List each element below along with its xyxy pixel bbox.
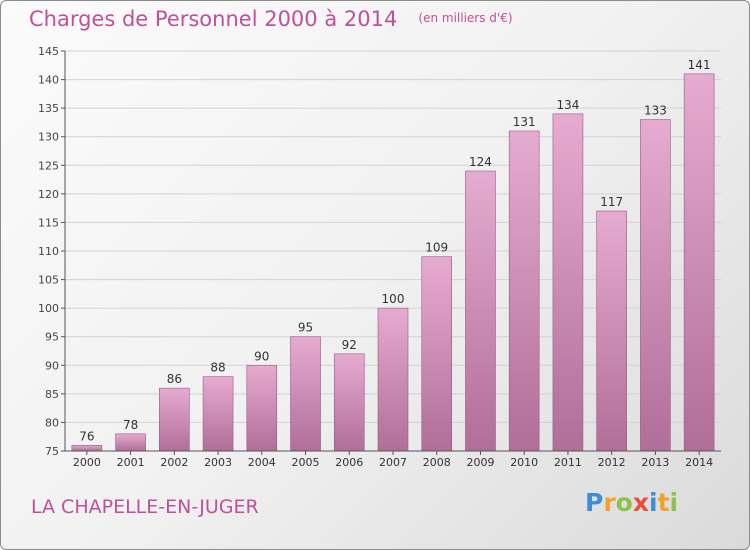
bar-value-label: 109 <box>425 241 448 255</box>
x-tick-label: 2014 <box>685 456 713 469</box>
x-tick-label: 2007 <box>379 456 407 469</box>
x-tick-label: 2006 <box>335 456 363 469</box>
y-tick-label: 130 <box>38 131 59 144</box>
y-tick-label: 120 <box>38 188 59 201</box>
y-tick-label: 125 <box>38 159 59 172</box>
bar-value-label: 88 <box>210 361 225 375</box>
bar <box>202 376 234 452</box>
logo-letter: i <box>649 488 658 517</box>
bar <box>71 444 103 452</box>
bar <box>115 433 146 452</box>
y-axis-ticks: 75 80 85 90 95 100 105 110 115 120 125 130 135 140 145 <box>38 45 65 458</box>
bar-value-label: 100 <box>382 292 405 306</box>
x-tick-label: 2010 <box>510 456 538 469</box>
bar <box>552 113 584 452</box>
y-tick-label: 115 <box>38 216 59 229</box>
x-tick-label: 2001 <box>117 456 145 469</box>
bar <box>246 364 278 452</box>
y-tick-label: 95 <box>45 331 59 344</box>
logo-letter: P <box>585 488 604 517</box>
y-tick-label: 90 <box>45 359 59 372</box>
y-tick-label: 100 <box>38 302 59 315</box>
bar-value-label: 95 <box>298 321 313 335</box>
axes <box>64 51 721 452</box>
logo-letter: t <box>657 488 670 517</box>
bar <box>290 336 321 452</box>
x-tick-label: 2009 <box>466 456 494 469</box>
logo-letter: o <box>615 488 633 517</box>
y-tick-label: 145 <box>38 45 59 58</box>
x-tick-label: 2012 <box>598 456 626 469</box>
y-tick-label: 75 <box>45 445 59 458</box>
bar-value-label: 141 <box>688 58 711 72</box>
bar <box>421 256 453 452</box>
x-tick-label: 2002 <box>160 456 188 469</box>
x-tick-label: 2013 <box>641 456 669 469</box>
bar <box>596 210 627 452</box>
bars: 76 2000 78 2001 86 2002 88 2003 90 2004 95 2005 92 20… <box>71 58 715 469</box>
bar-value-label: 134 <box>556 98 579 112</box>
bar-value-label: 86 <box>167 372 182 386</box>
chart-unit: (en milliers d'€) <box>418 11 513 25</box>
x-tick-label: 2004 <box>248 456 276 469</box>
bar-value-label: 92 <box>342 338 357 352</box>
bar-value-label: 124 <box>469 155 492 169</box>
bar-value-label: 131 <box>513 115 536 129</box>
bar <box>159 387 190 452</box>
x-tick-label: 2000 <box>73 456 101 469</box>
y-tick-label: 80 <box>45 416 59 429</box>
x-tick-label: 2003 <box>204 456 232 469</box>
chart-title: Charges de Personnel 2000 à 2014 <box>29 7 398 31</box>
bar-value-label: 90 <box>254 349 269 363</box>
logo-letter: x <box>632 488 649 517</box>
x-tick-label: 2008 <box>423 456 451 469</box>
logo-letter: i <box>669 488 679 517</box>
logo-letter: r <box>603 488 616 517</box>
bar <box>683 73 715 452</box>
y-tick-label: 140 <box>38 74 59 87</box>
y-tick-label: 105 <box>38 274 59 287</box>
bar-value-label: 76 <box>79 429 94 443</box>
bar <box>465 170 496 452</box>
bar-value-label: 117 <box>600 195 623 209</box>
commune-name: LA CHAPELLE-EN-JUGER <box>31 496 259 518</box>
bar-value-label: 78 <box>123 418 138 432</box>
y-tick-label: 85 <box>45 388 59 401</box>
bar-value-label: 133 <box>644 104 667 118</box>
bar <box>508 130 540 452</box>
y-tick-label: 110 <box>38 245 59 258</box>
x-tick-label: 2011 <box>554 456 582 469</box>
y-tick-label: 135 <box>38 102 59 115</box>
bar <box>640 119 671 452</box>
x-tick-label: 2005 <box>292 456 320 469</box>
proxiti-logo: Proxiti <box>585 488 678 517</box>
bar <box>333 353 365 452</box>
title-row: Charges de Personnel 2000 à 2014 (en mil… <box>29 7 513 31</box>
bar <box>377 307 409 452</box>
